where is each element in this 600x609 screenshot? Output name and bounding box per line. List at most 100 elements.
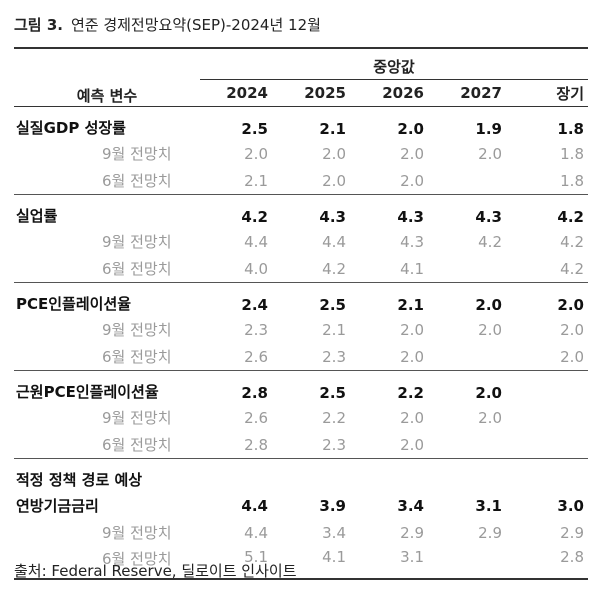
projection-label: 6월 전망치: [102, 172, 172, 190]
variable-label: 적정 정책 경로 예상: [14, 458, 200, 492]
table-row: 연방기금금리 4.4 3.9 3.4 3.1 3.0: [14, 492, 588, 519]
value-cell: 1.8: [557, 120, 584, 138]
value-cell: 4.0: [244, 259, 268, 278]
value-cell: [512, 431, 588, 459]
value-cell: 2.0: [400, 171, 424, 190]
table-row: 실업률 4.2 4.3 4.3 4.3 4.2: [14, 194, 588, 228]
table-row: 6월 전망치 2.8 2.3 2.0: [14, 431, 588, 459]
value-cell: 4.3: [278, 194, 356, 228]
value-cell: 3.1: [475, 496, 502, 515]
value-cell: 2.0: [322, 171, 346, 190]
value-cell: 1.8: [560, 171, 584, 190]
value-cell: 3.0: [557, 496, 584, 515]
figure-title: 그림 3. 연준 경제전망요약(SEP)-2024년 12월: [14, 14, 321, 35]
value-cell: 2.3: [322, 347, 346, 366]
value-cell: 4.1: [278, 546, 356, 580]
table-row: 9월 전망치 2.3 2.1 2.0 2.0 2.0: [14, 316, 588, 343]
value-cell: 4.2: [478, 232, 502, 251]
value-cell: 4.2: [322, 259, 346, 278]
table-row: 6월 전망치 2.1 2.0 2.0 1.8: [14, 167, 588, 195]
projection-label: 6월 전망치: [102, 260, 172, 278]
table-row: 6월 전망치 2.6 2.3 2.0 2.0: [14, 343, 588, 371]
value-cell: 2.8: [200, 370, 278, 404]
figure-label: 그림 3.: [14, 16, 63, 34]
value-cell: 2.9: [478, 523, 502, 542]
projection-label: 6월 전망치: [14, 546, 200, 580]
projection-label: 9월 전망치: [102, 145, 172, 163]
table-row: 근원PCE인플레이션율 2.8 2.5 2.2 2.0: [14, 370, 588, 404]
table-row: 실질GDP 성장률 2.5 2.1 2.0 1.9 1.8: [14, 107, 588, 141]
figure-title-text: 연준 경제전망요약(SEP)-2024년 12월: [70, 16, 321, 34]
value-cell: 2.0: [400, 144, 424, 163]
value-cell: 2.4: [200, 282, 278, 316]
year-header: 2025: [278, 79, 356, 107]
value-cell: 2.6: [244, 408, 268, 427]
projection-label: 9월 전망치: [102, 321, 172, 339]
value-cell: 4.4: [244, 523, 268, 542]
value-cell: 2.0: [400, 347, 424, 366]
value-cell: 2.8: [244, 435, 268, 454]
value-cell: [434, 431, 512, 459]
sep-table: 예측 변수 중앙값 2024 2025 2026 2027 장기 실질GDP 성…: [14, 47, 588, 580]
value-cell: 4.2: [512, 194, 588, 228]
value-cell: 4.4: [244, 232, 268, 251]
value-cell: 5.1: [200, 546, 278, 580]
value-cell: 2.5: [241, 120, 268, 138]
variable-label: 실질GDP 성장률: [16, 119, 126, 137]
variable-label: 연방기금금리: [16, 497, 99, 515]
value-cell: 2.0: [434, 370, 512, 404]
value-cell: 3.4: [397, 496, 424, 515]
value-cell: 2.0: [400, 408, 424, 427]
value-cell: 2.5: [278, 370, 356, 404]
value-cell: [434, 167, 512, 195]
variable-label: 실업률: [14, 194, 200, 228]
year-header: 2026: [356, 79, 434, 107]
value-cell: 2.0: [560, 320, 584, 339]
value-cell: 2.0: [478, 408, 502, 427]
value-cell: 2.8: [512, 546, 588, 580]
value-cell: 2.0: [434, 282, 512, 316]
table-row: 9월 전망치 4.4 4.4 4.3 4.2 4.2: [14, 228, 588, 255]
table-row: 9월 전망치 4.4 3.4 2.9 2.9 2.9: [14, 519, 588, 546]
value-cell: 2.0: [512, 282, 588, 316]
year-header: 2027: [434, 79, 512, 107]
value-cell: 2.9: [560, 523, 584, 542]
value-cell: 2.6: [244, 347, 268, 366]
value-cell: 2.0: [560, 347, 584, 366]
value-cell: 4.3: [356, 194, 434, 228]
value-cell: 4.2: [200, 194, 278, 228]
table-row: 9월 전망치 2.6 2.2 2.0 2.0: [14, 404, 588, 431]
value-cell: 2.0: [397, 120, 424, 138]
value-cell: 2.0: [322, 144, 346, 163]
median-header: 중앙값: [200, 47, 588, 80]
projection-label: 6월 전망치: [102, 348, 172, 366]
value-cell: 2.3: [322, 435, 346, 454]
value-cell: 4.4: [241, 496, 268, 515]
header-row-2: 2024 2025 2026 2027 장기: [14, 79, 588, 107]
value-cell: 3.4: [322, 523, 346, 542]
value-cell: 2.5: [278, 282, 356, 316]
projection-label: 9월 전망치: [102, 409, 172, 427]
table-row: 9월 전망치 2.0 2.0 2.0 2.0 1.8: [14, 140, 588, 167]
value-cell: 2.9: [400, 523, 424, 542]
value-cell: 2.0: [478, 320, 502, 339]
value-cell: 4.1: [400, 259, 424, 278]
value-cell: 2.1: [319, 120, 346, 138]
value-cell: [434, 343, 512, 371]
value-cell: [434, 255, 512, 283]
value-cell: 4.3: [400, 232, 424, 251]
value-cell: 2.2: [322, 408, 346, 427]
value-cell: 4.4: [322, 232, 346, 251]
value-cell: [512, 370, 588, 404]
table-row: 6월 전망치 5.1 4.1 3.1 2.8: [14, 546, 588, 580]
year-header: 2024: [200, 79, 278, 107]
value-cell: 4.2: [560, 259, 584, 278]
table-row: 6월 전망치 4.0 4.2 4.1 4.2: [14, 255, 588, 283]
value-cell: 3.1: [356, 546, 434, 580]
value-cell: [434, 546, 512, 580]
row-header-cell: 예측 변수: [14, 47, 200, 107]
value-cell: [512, 404, 588, 431]
value-cell: 3.9: [319, 496, 346, 515]
variable-label: PCE인플레이션율: [14, 282, 200, 316]
table-row: 적정 정책 경로 예상: [14, 458, 588, 492]
